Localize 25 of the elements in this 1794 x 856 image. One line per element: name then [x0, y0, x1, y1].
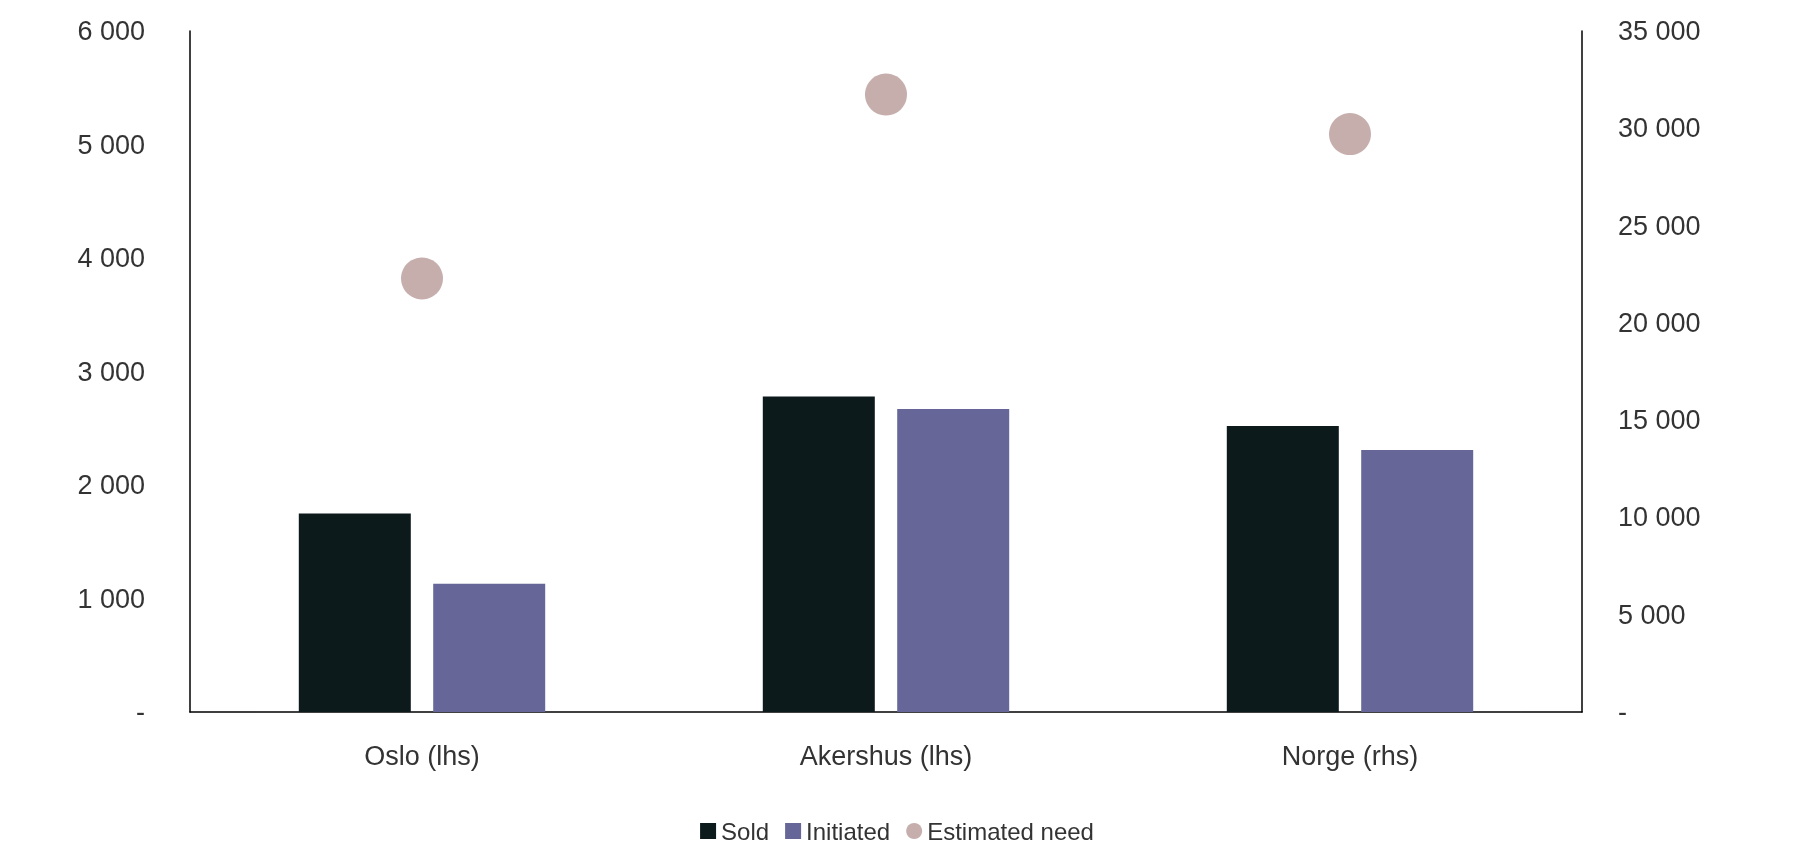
y2-tick-label: 30 000 [1618, 113, 1701, 144]
legend-label: Initiated [806, 817, 891, 845]
bar [433, 583, 546, 712]
y-tick-label: 5 000 [77, 129, 145, 160]
y2-tick-label: 25 000 [1618, 210, 1701, 241]
y-tick-label: 1 000 [77, 583, 145, 614]
x-tick-label: Akershus (lhs) [799, 740, 973, 771]
y2-tick-label: 10 000 [1618, 502, 1701, 533]
y2-tick-label: 20 000 [1618, 307, 1701, 338]
bar [897, 408, 1010, 712]
y-tick-label: 2 000 [77, 470, 145, 500]
bar [298, 513, 411, 712]
y2-tick-label: 5 000 [1618, 599, 1686, 630]
legend-label: Sold [721, 817, 770, 845]
y-tick-label: 3 000 [77, 356, 145, 387]
y-tick-label: - [136, 697, 145, 727]
y-tick-label: 4 000 [77, 243, 145, 273]
legend-label: Estimated need [927, 817, 1094, 845]
bar [762, 396, 875, 712]
y2-tick-label: - [1618, 697, 1627, 727]
x-tick-label: Norge (rhs) [1281, 740, 1419, 771]
y-tick-label: 6 000 [77, 16, 145, 46]
x-tick-label: Oslo (lhs) [364, 740, 480, 771]
y2-tick-label: 15 000 [1618, 405, 1701, 436]
y2-tick-label: 35 000 [1618, 16, 1701, 46]
